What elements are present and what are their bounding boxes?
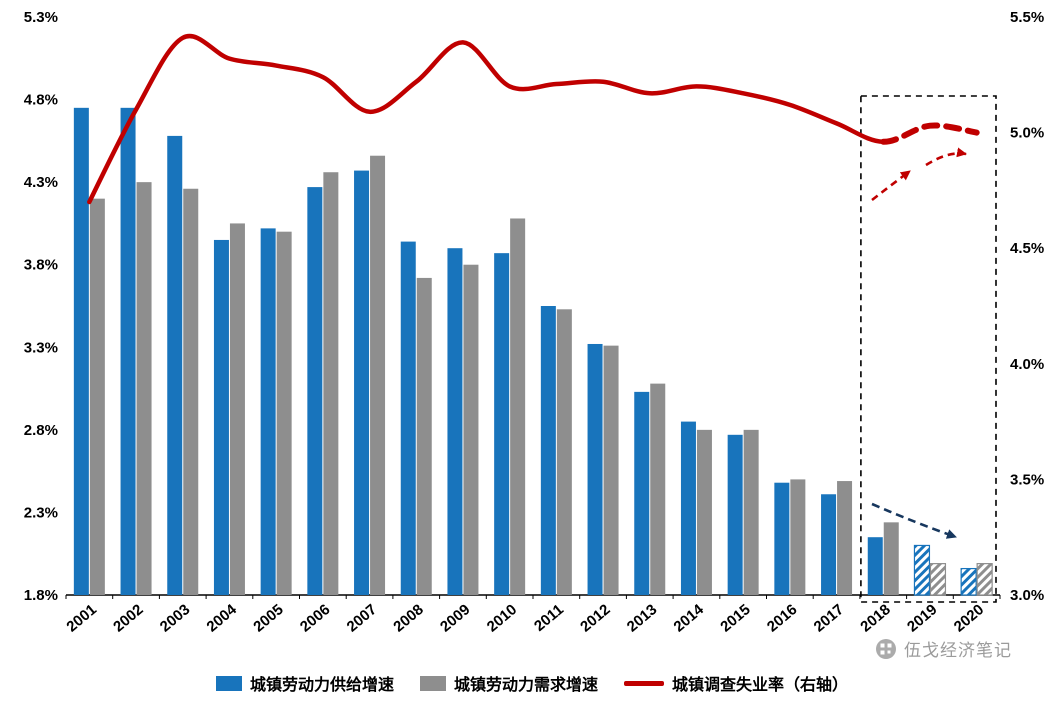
left-axis-tick-label: 1.8% bbox=[24, 587, 58, 604]
bar-demand-2013 bbox=[650, 383, 666, 595]
left-axis-tick-label: 2.3% bbox=[24, 504, 58, 521]
x-axis-label-2020: 2020 bbox=[951, 601, 987, 635]
bar-demand-2015 bbox=[743, 429, 759, 595]
bar-demand-2006 bbox=[323, 172, 339, 595]
right-axis-tick-label: 4.5% bbox=[1010, 240, 1044, 257]
x-axis-label-2019: 2019 bbox=[904, 601, 940, 635]
bar-supply-2020 bbox=[960, 567, 977, 596]
x-axis-label-2010: 2010 bbox=[484, 601, 520, 635]
unemployment-up-arrow-2 bbox=[925, 147, 967, 167]
bar-supply-2015 bbox=[727, 434, 743, 595]
bar-demand-2017 bbox=[837, 481, 853, 595]
bar-supply-2019 bbox=[913, 544, 931, 596]
bar-supply-2017 bbox=[821, 494, 837, 595]
left-axis-tick-label: 4.8% bbox=[24, 92, 58, 109]
bar-demand-2012 bbox=[603, 345, 619, 595]
legend-label-supply: 城镇劳动力供给增速 bbox=[249, 677, 394, 694]
legend-item-demand: 城镇劳动力需求增速 bbox=[419, 671, 598, 695]
x-axis-label-2012: 2012 bbox=[577, 601, 613, 635]
legend: 城镇劳动力供给增速 城镇劳动力需求增速 城镇调查失业率（右轴） bbox=[0, 671, 1064, 695]
bar-supply-2001 bbox=[73, 107, 89, 595]
x-axis-label-2003: 2003 bbox=[157, 601, 193, 635]
bar-supply-2010 bbox=[494, 253, 510, 595]
legend-label-unemployment: 城镇调查失业率（右轴） bbox=[672, 677, 849, 694]
x-axis-label-2015: 2015 bbox=[717, 601, 753, 635]
left-axis-tick-label: 4.3% bbox=[24, 174, 58, 191]
bar-supply-2011 bbox=[540, 306, 556, 595]
left-axis-tick-label: 3.3% bbox=[24, 339, 58, 356]
bars bbox=[73, 107, 993, 596]
bar-supply-2006 bbox=[307, 187, 323, 595]
legend-label-demand: 城镇劳动力需求增速 bbox=[453, 677, 598, 694]
bar-demand-2011 bbox=[556, 309, 572, 595]
bar-demand-2003 bbox=[183, 188, 199, 595]
x-axis-label-2005: 2005 bbox=[250, 601, 286, 635]
bar-supply-2002 bbox=[120, 107, 136, 595]
labor-growth-down-arrow bbox=[871, 502, 957, 539]
x-axis-label-2004: 2004 bbox=[204, 601, 241, 636]
x-axis-label-2008: 2008 bbox=[390, 601, 426, 635]
left-axis-tick-label: 3.8% bbox=[24, 257, 58, 274]
x-axis-label-2014: 2014 bbox=[671, 601, 708, 636]
bar-supply-2008 bbox=[400, 241, 416, 595]
right-axis-tick-label: 4.0% bbox=[1010, 356, 1044, 373]
bar-demand-2018 bbox=[883, 522, 899, 595]
x-axis-label-2018: 2018 bbox=[857, 601, 893, 635]
bar-demand-2009 bbox=[463, 264, 479, 595]
bar-demand-2019 bbox=[929, 563, 947, 596]
right-axis-tick-label: 5.5% bbox=[1010, 9, 1044, 26]
bar-demand-2002 bbox=[136, 182, 152, 595]
legend-item-supply: 城镇劳动力供给增速 bbox=[215, 671, 394, 695]
x-axis-label-2017: 2017 bbox=[811, 601, 847, 635]
bar-demand-2008 bbox=[416, 277, 432, 595]
unemployment-line-solid bbox=[87, 33, 886, 205]
unemployment-up-arrow-1 bbox=[871, 169, 911, 202]
x-axis-label-2007: 2007 bbox=[344, 601, 380, 635]
legend-item-unemployment: 城镇调查失业率（右轴） bbox=[624, 671, 848, 695]
bar-demand-2001 bbox=[89, 198, 105, 595]
bar-supply-2003 bbox=[167, 135, 183, 595]
right-axis-tick-label: 5.0% bbox=[1010, 125, 1044, 142]
annotation-arrows bbox=[871, 147, 967, 539]
bar-supply-2016 bbox=[774, 482, 790, 595]
x-axis-label-2002: 2002 bbox=[110, 601, 146, 635]
right-axis-tick-label: 3.0% bbox=[1010, 587, 1044, 604]
bar-supply-2005 bbox=[260, 228, 276, 595]
legend-swatch-unemployment-line bbox=[624, 680, 664, 686]
bar-demand-2004 bbox=[229, 223, 245, 595]
left-axis-tick-label: 5.3% bbox=[24, 9, 58, 26]
bar-supply-2007 bbox=[354, 170, 370, 595]
x-axis-label-2006: 2006 bbox=[297, 601, 333, 635]
left-axis-tick-label: 2.8% bbox=[24, 422, 58, 439]
bar-supply-2009 bbox=[447, 248, 463, 595]
right-axis-tick-label: 3.5% bbox=[1010, 471, 1044, 488]
bar-demand-2005 bbox=[276, 231, 292, 595]
legend-swatch-supply bbox=[215, 675, 242, 691]
x-axis-label-2016: 2016 bbox=[764, 601, 800, 635]
bar-demand-2020 bbox=[976, 563, 993, 596]
bar-supply-2013 bbox=[634, 391, 650, 595]
bar-demand-2010 bbox=[510, 218, 526, 595]
forecast-box bbox=[860, 95, 997, 603]
bar-supply-2018 bbox=[867, 537, 883, 595]
x-axis-label-2001: 2001 bbox=[63, 601, 99, 635]
watermark: 伍戈经济笔记 bbox=[875, 636, 1012, 661]
x-axis-label-2011: 2011 bbox=[531, 601, 567, 635]
bar-demand-2007 bbox=[370, 155, 386, 595]
bar-supply-2014 bbox=[680, 421, 696, 595]
legend-swatch-demand bbox=[419, 675, 446, 691]
x-axis-label-2009: 2009 bbox=[437, 601, 473, 635]
x-axis-label-2013: 2013 bbox=[624, 601, 660, 635]
bar-supply-2004 bbox=[213, 239, 229, 595]
bar-demand-2016 bbox=[790, 479, 806, 595]
bar-supply-2012 bbox=[587, 343, 603, 595]
watermark-text: 伍戈经济笔记 bbox=[904, 641, 1012, 660]
watermark-logo-icon bbox=[876, 638, 896, 659]
unemployment-line-forecast-dashed bbox=[880, 122, 980, 145]
bar-demand-2014 bbox=[696, 429, 712, 595]
